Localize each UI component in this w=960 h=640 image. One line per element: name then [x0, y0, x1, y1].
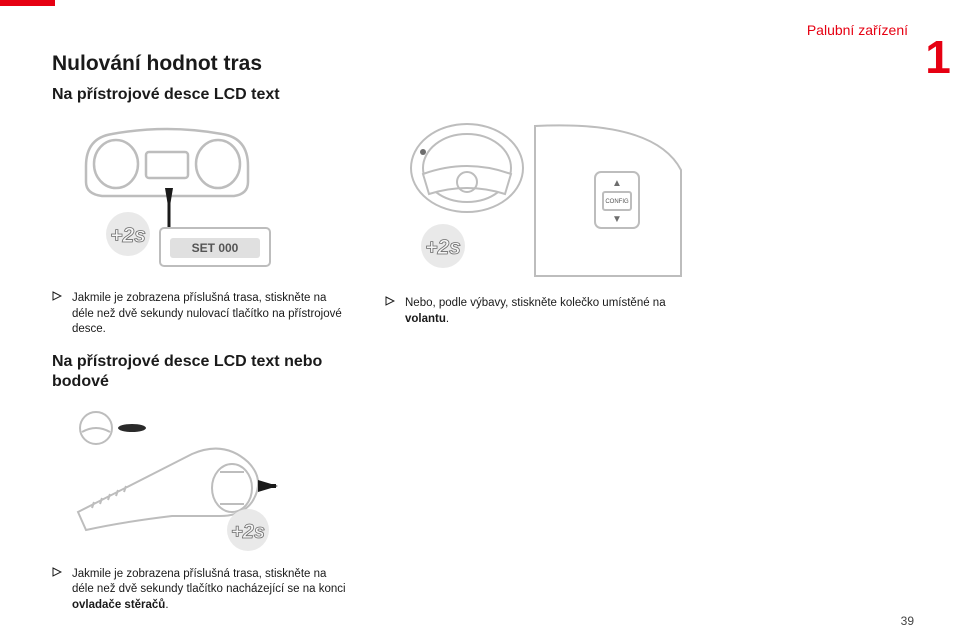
block3-bullet-suffix: .: [446, 313, 449, 325]
section-number: 1: [916, 34, 960, 80]
block2-bullet-prefix: Jakmile je zobrazena příslušná trasa, st…: [72, 568, 346, 596]
block3-figure: ▲ CONFIG ▼ +2s +2s: [385, 116, 680, 286]
svg-text:+2s: +2s: [231, 521, 265, 543]
svg-text:▼: ▼: [612, 214, 622, 225]
svg-text:SET 000: SET 000: [192, 241, 239, 255]
page: Palubní zařízení 1 Nulování hodnot tras …: [0, 0, 960, 640]
right-column: ▲ CONFIG ▼ +2s +2s Nebo, podle výbavy, s…: [385, 86, 680, 627]
spacer: [385, 86, 680, 116]
header-red-tab: [0, 0, 55, 6]
block2-bullet-text: Jakmile je zobrazena příslušná trasa, st…: [72, 567, 347, 614]
block3-bullet-prefix: Nebo, podle výbavy, stiskněte kolečko um…: [405, 297, 666, 309]
svg-text:+2s: +2s: [110, 224, 146, 247]
block2-bullet-suffix: .: [165, 599, 168, 611]
svg-text:+2s: +2s: [425, 236, 461, 259]
block3-bullet-text: Nebo, podle výbavy, stiskněte kolečko um…: [405, 296, 680, 327]
block2-figure: +2s +2s: [52, 402, 347, 557]
block2-bullet: Jakmile je zobrazena příslušná trasa, st…: [52, 567, 347, 614]
bullet-icon: [385, 296, 395, 327]
page-title: Nulování hodnot tras: [52, 52, 908, 76]
svg-text:CONFIG: CONFIG: [605, 199, 629, 205]
block2-bullet-bold: ovladače stěračů: [72, 599, 165, 611]
bullet-icon: [52, 567, 62, 614]
left-column: Na přístrojové desce LCD text: [52, 86, 347, 627]
content-columns: Na přístrojové desce LCD text: [52, 86, 908, 627]
bullet-icon: [52, 291, 62, 338]
block3-bullet: Nebo, podle výbavy, stiskněte kolečko um…: [385, 296, 680, 327]
page-number: 39: [901, 614, 914, 628]
block1-subtitle: Na přístrojové desce LCD text: [52, 86, 347, 104]
block2-subtitle: Na přístrojové desce LCD text nebo bodov…: [52, 352, 347, 392]
svg-text:▲: ▲: [612, 178, 622, 189]
section-label: Palubní zařízení: [807, 22, 908, 38]
block1-bullet-text: Jakmile je zobrazena příslušná trasa, st…: [72, 291, 347, 338]
block3-bullet-bold: volantu: [405, 313, 446, 325]
block1-bullet: Jakmile je zobrazena příslušná trasa, st…: [52, 291, 347, 338]
block1-figure: SET 000 +2s +2s: [52, 116, 347, 281]
